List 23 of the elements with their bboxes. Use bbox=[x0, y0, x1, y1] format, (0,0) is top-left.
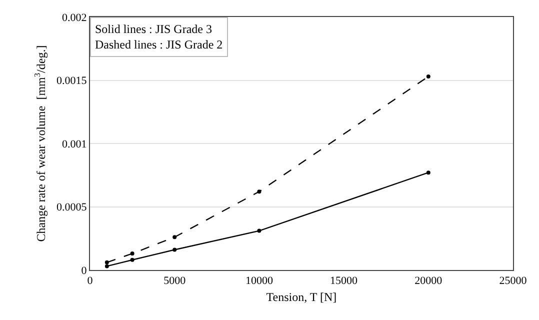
x-tick-label: 20000 bbox=[414, 275, 443, 288]
x-tick-label: 15000 bbox=[330, 275, 358, 288]
x-tick-label: 25000 bbox=[499, 275, 528, 288]
point bbox=[130, 258, 134, 262]
y-tick-label: 0.001 bbox=[62, 138, 87, 150]
point bbox=[104, 260, 109, 264]
point bbox=[426, 74, 430, 78]
point bbox=[172, 235, 177, 240]
x-tick-label: 5000 bbox=[164, 275, 186, 288]
point bbox=[257, 190, 262, 194]
y-tick-label: 0 bbox=[81, 264, 88, 277]
annotation: Solid lines : JIS Grade 3 bbox=[95, 22, 212, 36]
annotation: Dashed lines : JIS Grade 2 bbox=[95, 38, 223, 52]
point bbox=[130, 252, 134, 256]
x-tick-label: 10000 bbox=[245, 275, 274, 288]
y-tick-label: 0.002 bbox=[62, 12, 87, 24]
point bbox=[257, 228, 262, 233]
point bbox=[426, 170, 430, 175]
point bbox=[104, 264, 109, 268]
point bbox=[172, 248, 177, 252]
x-axis-title: Tension, T [N] bbox=[266, 290, 337, 304]
y-tick-label: 0.0015 bbox=[56, 75, 88, 88]
y-tick-label: 0.0005 bbox=[56, 202, 88, 214]
